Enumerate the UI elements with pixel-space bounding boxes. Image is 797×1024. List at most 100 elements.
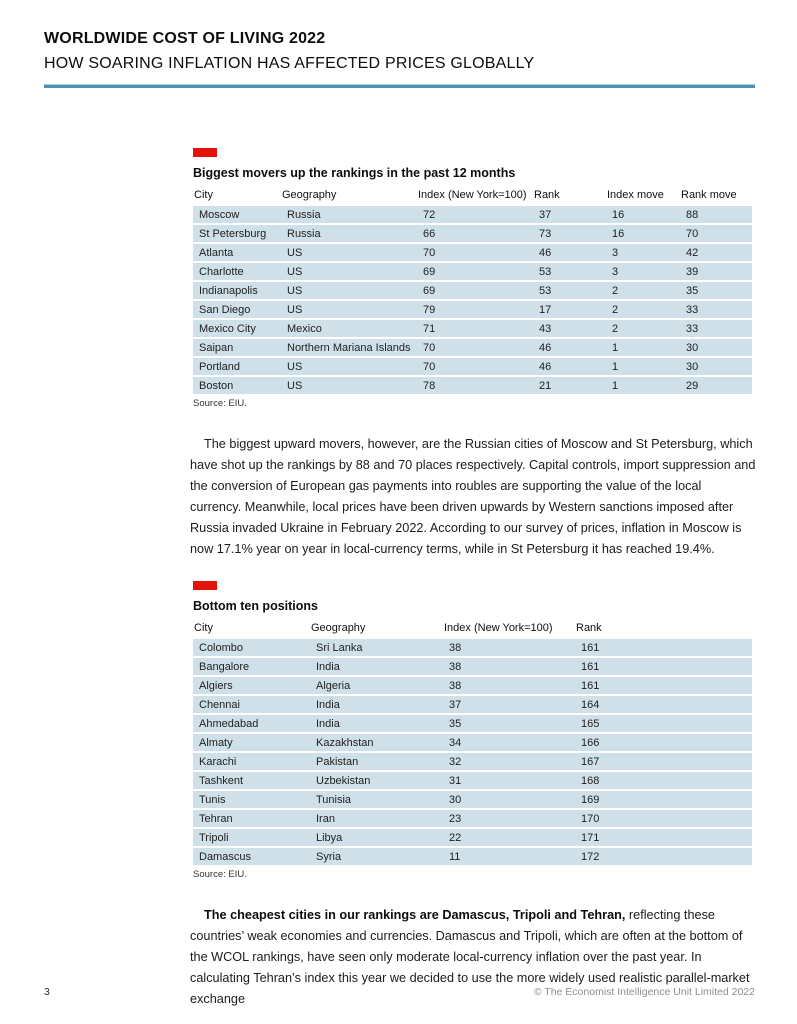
- table-cell: 30: [686, 341, 699, 354]
- bottom-ten-table: City Geography Index (New York=100) Rank Co…: [193, 622, 752, 865]
- paragraph-bold-lead: The cheapest cities in our rankings are …: [204, 908, 626, 922]
- column-header: City: [194, 189, 213, 201]
- table-cell: 70: [423, 360, 436, 373]
- table-cell: 164: [581, 698, 600, 711]
- table-cell: Northern Mariana Islands: [287, 341, 411, 354]
- table2-header-row: City Geography Index (New York=100) Rank: [193, 622, 752, 634]
- table-cell: Tripoli: [199, 831, 229, 844]
- table-cell: 165: [581, 717, 600, 730]
- column-header: Geography: [311, 622, 366, 634]
- table-cell: 53: [539, 284, 552, 297]
- table-row: Ahmedabad India 35 165: [193, 715, 752, 732]
- table-row: Moscow Russia 72 37 16 88: [193, 206, 752, 223]
- table-cell: 172: [581, 850, 600, 863]
- table-row: Bangalore India 38 161: [193, 658, 752, 675]
- table-cell: San Diego: [199, 303, 251, 316]
- table-cell: Syria: [316, 850, 342, 863]
- table-cell: 30: [449, 793, 462, 806]
- table2-body: Colombo Sri Lanka 38 161 Bangalore India 38 161…: [193, 639, 752, 865]
- table-cell: 35: [449, 717, 462, 730]
- table-cell: 22: [449, 831, 462, 844]
- table-cell: 37: [449, 698, 462, 711]
- table-cell: 1: [612, 379, 619, 392]
- table-row: Boston US 78 21 1 29: [193, 377, 752, 394]
- table-cell: 21: [539, 379, 552, 392]
- table-row: Saipan Northern Mariana Islands 70 46 1 30: [193, 339, 752, 356]
- table-cell: Bangalore: [199, 660, 250, 673]
- table-cell: 3: [612, 246, 619, 259]
- table-cell: 3: [612, 265, 619, 278]
- table-cell: 69: [423, 265, 436, 278]
- table-cell: 39: [686, 265, 699, 278]
- table-cell: Karachi: [199, 755, 237, 768]
- table-cell: Tunisia: [316, 793, 352, 806]
- page-header: WORLDWIDE COST OF LIVING 2022 HOW SOARIN…: [44, 30, 755, 88]
- biggest-movers-table: City Geography Index (New York=100) Rank Ind…: [193, 189, 752, 394]
- table-cell: 69: [423, 284, 436, 297]
- column-header: Index (New York=100): [418, 189, 527, 201]
- table-row: Portland US 70 46 1 30: [193, 358, 752, 375]
- table-cell: 71: [423, 322, 436, 335]
- report-title: WORLDWIDE COST OF LIVING 2022: [44, 30, 326, 47]
- table-row: San Diego US 79 17 2 33: [193, 301, 752, 318]
- table-cell: Tunis: [199, 793, 226, 806]
- table-cell: Algeria: [316, 679, 351, 692]
- table-row: Tripoli Libya 22 171: [193, 829, 752, 846]
- table-cell: St Petersburg: [199, 227, 267, 240]
- table-cell: US: [287, 246, 303, 259]
- table-cell: Indianapolis: [199, 284, 258, 297]
- column-header: Index move: [607, 189, 664, 201]
- table-cell: 70: [423, 246, 436, 259]
- table-row: Karachi Pakistan 32 167: [193, 753, 752, 770]
- table-cell: 72: [423, 208, 436, 221]
- table-cell: Charlotte: [199, 265, 244, 278]
- table-cell: 168: [581, 774, 600, 787]
- table-cell: 35: [686, 284, 699, 297]
- table-cell: 46: [539, 341, 552, 354]
- table-cell: India: [316, 660, 340, 673]
- table1-header-row: City Geography Index (New York=100) Rank Ind…: [193, 189, 752, 201]
- table-cell: Sri Lanka: [316, 641, 363, 654]
- paragraph-russia: The biggest upward movers, however, are …: [190, 437, 756, 556]
- table-cell: Chennai: [199, 698, 240, 711]
- table-cell: 42: [686, 246, 699, 259]
- table-cell: 88: [686, 208, 699, 221]
- table-cell: Mexico City: [199, 322, 256, 335]
- copyright-notice: © The Economist Intelligence Unit Limite…: [533, 986, 755, 998]
- column-header: Rank: [534, 189, 560, 201]
- table-cell: 33: [686, 303, 699, 316]
- table-cell: 161: [581, 641, 600, 654]
- table-cell: 16: [612, 227, 625, 240]
- table-cell: Tashkent: [199, 774, 244, 787]
- table-row: St Petersburg Russia 66 73 16 70: [193, 225, 752, 242]
- table-cell: 2: [612, 284, 619, 297]
- table-row: Mexico City Mexico 71 43 2 33: [193, 320, 752, 337]
- table-cell: Colombo: [199, 641, 244, 654]
- table-cell: 37: [539, 208, 552, 221]
- red-kicker-bar: [193, 581, 217, 590]
- table-row: Indianapolis US 69 53 2 35: [193, 282, 752, 299]
- table-cell: 34: [449, 736, 462, 749]
- table-row: Tunis Tunisia 30 169: [193, 791, 752, 808]
- table-cell: 70: [423, 341, 436, 354]
- table-cell: 17: [539, 303, 552, 316]
- table-cell: 79: [423, 303, 436, 316]
- table-cell: Damascus: [199, 850, 251, 863]
- table-cell: Kazakhstan: [316, 736, 374, 749]
- table-cell: Almaty: [199, 736, 233, 749]
- table-cell: 2: [612, 322, 619, 335]
- table2-source: Source: EIU.: [193, 869, 247, 880]
- table-cell: 2: [612, 303, 619, 316]
- table-cell: 11: [449, 850, 461, 863]
- table-cell: 161: [581, 660, 600, 673]
- page-content: Biggest movers up the rankings in the pa…: [190, 142, 756, 1010]
- table-cell: 1: [612, 360, 619, 373]
- table-cell: Libya: [316, 831, 343, 844]
- table-cell: Russia: [287, 208, 321, 221]
- table-cell: Boston: [199, 379, 234, 392]
- table-cell: 38: [449, 641, 462, 654]
- table-cell: Ahmedabad: [199, 717, 259, 730]
- table-cell: 167: [581, 755, 600, 768]
- table-cell: 38: [449, 679, 462, 692]
- table-cell: US: [287, 360, 303, 373]
